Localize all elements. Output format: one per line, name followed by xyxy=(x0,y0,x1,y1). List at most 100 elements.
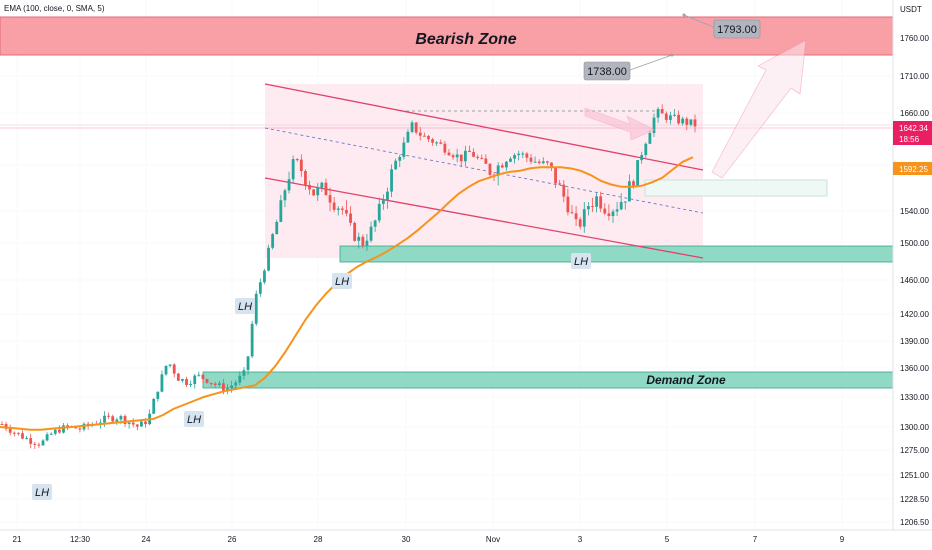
current-price-badge[interactable] xyxy=(893,121,932,145)
y-tick-label: 1206.50 xyxy=(900,518,929,527)
candle-body xyxy=(152,398,156,414)
candle-body xyxy=(78,428,82,430)
price-axis[interactable] xyxy=(893,0,932,530)
candle-body xyxy=(599,196,603,209)
candle-body xyxy=(111,416,115,422)
candle-body xyxy=(636,160,639,186)
x-tick-label: Nov xyxy=(486,535,500,544)
candle-body xyxy=(299,159,303,172)
candle-body xyxy=(459,154,463,162)
candle-body xyxy=(205,379,209,383)
candle-body xyxy=(513,155,516,159)
target-arrow xyxy=(711,39,807,179)
svg-text:LH: LH xyxy=(574,256,588,268)
svg-text:LH: LH xyxy=(187,414,201,426)
candle-body xyxy=(570,212,574,214)
candle-body xyxy=(586,206,590,210)
support-zone[interactable] xyxy=(339,245,894,263)
candle-body xyxy=(131,422,135,425)
candle-body xyxy=(607,213,611,217)
candle-body xyxy=(414,122,418,133)
candle-body xyxy=(545,161,549,163)
candle-body xyxy=(578,219,582,227)
candle-body xyxy=(33,443,37,445)
candle-body xyxy=(357,236,361,241)
candle-body xyxy=(615,209,619,212)
candle-body xyxy=(644,143,648,156)
candle-body xyxy=(685,118,689,125)
target-1738-label: 1738.00 xyxy=(587,66,627,78)
candle-body xyxy=(660,109,664,114)
channel-upper-line xyxy=(264,83,704,171)
candle-body xyxy=(62,425,65,433)
candle-body xyxy=(45,434,49,441)
candle-body xyxy=(476,156,480,158)
indicator-legend[interactable]: EMA (100, close, 0, SMA, 5) xyxy=(4,4,105,13)
ema-price-badge[interactable] xyxy=(893,162,932,175)
candle-body xyxy=(189,384,193,386)
candle-body xyxy=(201,374,205,380)
candle-body xyxy=(529,157,533,162)
demand-zone[interactable] xyxy=(202,371,894,389)
candle-body xyxy=(320,182,324,188)
y-tick-label: 1460.00 xyxy=(900,276,929,285)
candle-body xyxy=(611,211,615,217)
candle-body xyxy=(53,429,57,434)
candle-body xyxy=(107,415,111,417)
target-1738-anchor xyxy=(670,53,674,57)
x-tick-label: 26 xyxy=(228,535,237,544)
current-price-timer: 18:56 xyxy=(899,135,920,144)
candle-body xyxy=(295,159,299,161)
candle-body xyxy=(509,158,512,162)
lh-label-4: LH xyxy=(332,273,352,289)
candle-body xyxy=(119,416,123,420)
candle-body xyxy=(238,375,242,383)
target-1738-badge[interactable] xyxy=(583,61,631,81)
candle-body xyxy=(468,150,471,153)
candle-body xyxy=(8,428,12,433)
candle-body xyxy=(517,153,521,156)
candle-body xyxy=(582,209,586,227)
candle-body xyxy=(472,152,475,157)
x-tick-label: 9 xyxy=(840,535,845,544)
lh-label-2: LH xyxy=(184,411,204,427)
candle-body xyxy=(664,113,668,120)
candle-body xyxy=(533,161,537,163)
consolidation-box[interactable] xyxy=(644,179,828,197)
candle-body xyxy=(550,162,553,167)
candle-body xyxy=(484,158,488,164)
candle-body xyxy=(336,208,340,210)
candle-body xyxy=(496,165,500,176)
candle-body xyxy=(25,438,29,440)
candle-body xyxy=(640,155,644,161)
candle-body xyxy=(554,166,557,184)
candle-body xyxy=(632,181,635,186)
candle-body xyxy=(230,385,234,389)
candle-body xyxy=(673,114,676,116)
candle-body xyxy=(267,247,270,271)
candle-body xyxy=(176,373,180,381)
candle-body xyxy=(263,270,266,283)
candle-body xyxy=(365,240,369,246)
candle-body xyxy=(435,142,439,144)
candle-body xyxy=(623,201,627,203)
target-1793-badge[interactable] xyxy=(713,19,761,39)
candles xyxy=(0,104,697,449)
x-tick-label: 28 xyxy=(314,535,323,544)
x-tick-label: 21 xyxy=(13,535,22,544)
candle-body xyxy=(406,131,410,143)
y-tick-label: 1660.00 xyxy=(900,109,929,118)
channel-middle-line xyxy=(264,127,704,214)
candle-body xyxy=(369,226,373,241)
candle-body xyxy=(29,438,33,444)
x-tick-label: 30 xyxy=(402,535,411,544)
candle-body xyxy=(115,419,119,422)
candle-body xyxy=(193,375,197,385)
candle-body xyxy=(345,209,348,214)
candle-body xyxy=(443,143,447,153)
candle-body xyxy=(455,154,459,158)
candle-body xyxy=(250,323,254,357)
target-1793-leader xyxy=(683,14,717,29)
target-1738-leader xyxy=(629,54,673,71)
